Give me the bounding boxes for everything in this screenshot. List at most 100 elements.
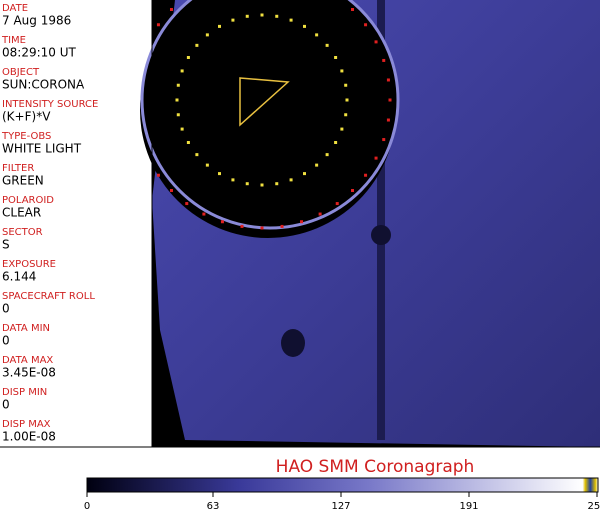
yellow-dot [334,141,338,144]
field-label: DISP MIN [2,387,47,398]
red-dot [169,189,173,193]
yellow-dot [315,163,319,167]
yellow-dot [340,127,344,131]
red-dot [220,220,224,224]
field-label: INTENSITY SOURCE [2,99,98,110]
red-dot [364,23,368,27]
yellow-dot [344,83,348,87]
red-dot [202,212,206,216]
red-dot [300,220,304,224]
red-dot [280,224,284,228]
field-label: DISP MAX [2,419,51,430]
yellow-dot [180,69,184,73]
yellow-dot [231,18,235,22]
yellow-dot [205,163,209,167]
yellow-dot [260,13,264,17]
image-title: HAO SMM Coronagraph [276,457,475,477]
red-dot [260,226,264,230]
yellow-dot [231,178,235,182]
field-label: OBJECT [2,67,40,78]
red-dot [388,98,392,102]
yellow-dot [195,153,199,157]
yellow-dot [218,172,221,176]
red-dot [156,23,160,27]
red-dot [156,173,160,177]
yellow-dot [340,69,344,73]
yellow-dot [180,127,184,131]
field-value: 1.00E-08 [2,430,56,444]
yellow-dot [289,18,293,22]
dark-spot [281,329,305,357]
red-dot [318,212,322,216]
field-label: DATA MAX [2,355,53,366]
red-dot [351,189,355,193]
red-dot [351,7,355,11]
yellow-dot [345,98,349,102]
yellow-dot [186,56,190,59]
field-label: DATE [2,3,28,14]
field-value: 08:29:10 UT [2,46,76,60]
red-dot [374,40,378,44]
field-label: DATA MIN [2,323,50,334]
yellow-dot [175,98,179,102]
field-label: POLAROID [2,195,54,206]
red-dot [386,78,390,82]
field-value: SUN:CORONA [2,78,85,92]
yellow-dot [325,153,329,157]
field-value: 0 [2,302,10,316]
colorbar [86,477,599,493]
yellow-dot [275,14,279,18]
yellow-dot [289,178,293,182]
yellow-dot [186,141,190,144]
field-value: GREEN [2,174,44,188]
dot-rings [156,7,392,230]
field-value: 6.144 [2,270,36,284]
red-dot [382,58,386,62]
yellow-dot [344,113,348,117]
field-value: S [2,238,10,252]
yellow-dot [303,24,306,28]
red-dot [364,173,368,177]
yellow-dot [260,183,264,187]
colorbar-tick-label: 191 [459,501,478,512]
yellow-dot [315,33,319,37]
red-dot [335,202,339,206]
yellow-dot [195,43,199,47]
yellow-dot [325,43,329,47]
red-dot [240,224,244,228]
colorbar-tick-label: 0 [84,501,90,512]
field-value: CLEAR [2,206,41,220]
yellow-dot [303,172,306,176]
red-dot [382,138,386,142]
field-label: EXPOSURE [2,259,56,270]
field-value: (K+F)*V [2,110,51,124]
field-label: SECTOR [2,227,43,238]
red-dot [169,7,173,11]
sun-marker [239,77,290,127]
field-label: TYPE-OBS [1,131,51,142]
pylon [377,0,385,440]
field-label: FILTER [2,163,34,174]
red-dot [374,156,378,160]
yellow-dot [245,14,249,18]
yellow-dot [176,83,180,87]
field-value: 3.45E-08 [2,366,56,380]
yellow-dot [176,113,180,117]
field-label: SPACECRAFT ROLL [2,291,95,302]
yellow-dot [245,182,249,186]
yellow-dot [275,182,279,186]
field-value: 7 Aug 1986 [2,14,71,28]
field-label: TIME [1,35,26,46]
pylon-disk [371,225,391,245]
colorbar-tick-label: 63 [207,501,220,512]
yellow-dot [205,33,209,37]
red-dot [386,118,390,122]
field-value: 0 [2,334,10,348]
yellow-dot [334,56,338,59]
occulter-edge [140,0,400,230]
colorbar-tick-label: 127 [331,501,350,512]
field-value: 0 [2,398,10,412]
red-dot [185,202,189,206]
